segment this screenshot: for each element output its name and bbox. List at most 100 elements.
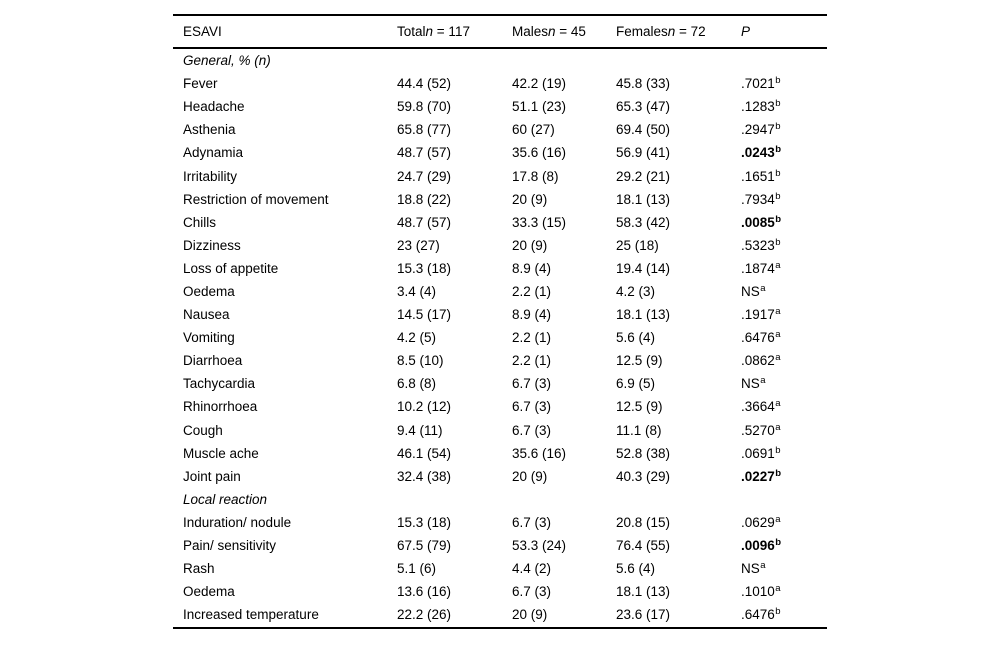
females-value: 76.4 (55) [616, 538, 671, 554]
males-value: 20 (9) [512, 191, 548, 207]
table-body: General, % (n) Fever 44.4 (52) 42.2 (19) 45.… [173, 49, 827, 627]
p-value-number: .5270 [741, 422, 775, 438]
p-value: .1010a [741, 584, 827, 599]
females-value: 18.1 (13) [616, 191, 671, 207]
table-row: Pain/ sensitivity 67.5 (79) 53.3 (24) 76.4 … [173, 534, 827, 557]
males-value: 20 (9) [512, 237, 548, 253]
p-value-number: .1651 [741, 168, 775, 184]
row-label: Cough [183, 422, 223, 438]
p-value-superscript: a [775, 398, 781, 410]
p-value-superscript: b [775, 467, 782, 479]
total-value: 23 (27) [397, 237, 440, 253]
row-label: Fever [183, 76, 218, 92]
females-value: 6.9 (5) [616, 376, 656, 392]
p-value: .1651b [741, 168, 827, 184]
row-label: Induration/ nodule [183, 514, 292, 530]
col-header-males: Malesn = 45 [512, 24, 616, 39]
p-value-superscript: a [760, 282, 766, 294]
p-value-superscript: b [775, 144, 782, 156]
p-value: .5270a [741, 422, 827, 438]
col-header-total-n: n [425, 24, 434, 39]
row-label: Vomiting [183, 330, 235, 346]
p-value-number: .1917 [741, 307, 775, 323]
p-value: NSa [741, 561, 827, 576]
females-value: 18.1 (13) [616, 307, 671, 323]
p-value-superscript: a [775, 306, 781, 318]
total-value: 65.8 (77) [397, 122, 452, 138]
table-row: Loss of appetite 15.3 (18) 8.9 (4) 19.4 (14… [173, 257, 827, 280]
col-header-p: P [741, 24, 827, 39]
table-row: Oedema 3.4 (4) 2.2 (1) 4.2 (3) NSa [173, 280, 827, 303]
p-value-superscript: b [775, 190, 781, 202]
table-row: Joint pain 32.4 (38) 20 (9) 40.3 (29) .0227b [173, 465, 827, 488]
males-value: 51.1 (23) [512, 99, 567, 115]
p-value: .7021b [741, 76, 827, 91]
females-value: 23.6 (17) [616, 607, 671, 623]
p-value-superscript: b [775, 236, 781, 248]
total-value: 32.4 (38) [397, 468, 452, 484]
p-value: .7934b [741, 190, 827, 206]
total-value: 13.6 (16) [397, 584, 452, 600]
table-row: Headache 59.8 (70) 51.1 (23) 65.3 (47) .1283… [173, 95, 827, 118]
table-header-row: ESAVI Totaln = 117 Malesn = 45 Femalesn … [173, 16, 827, 49]
table-row: Nausea 14.5 (17) 8.9 (4) 18.1 (13) .1917a [173, 303, 827, 326]
females-value: 45.8 (33) [616, 76, 671, 92]
females-value: 5.6 (4) [616, 330, 656, 346]
males-value: 60 (27) [512, 122, 555, 138]
p-value: .0243b [741, 145, 827, 160]
col-header-esavi-label: ESAVI [183, 24, 222, 39]
males-value: 2.2 (1) [512, 330, 552, 346]
total-value: 6.8 (8) [397, 376, 437, 392]
p-value-superscript: b [775, 537, 782, 549]
esavi-table: ESAVI Totaln = 117 Malesn = 45 Femalesn … [173, 14, 827, 630]
p-value-superscript: b [775, 98, 781, 110]
females-value: 69.4 (50) [616, 122, 671, 138]
males-value: 53.3 (24) [512, 538, 567, 554]
total-value: 67.5 (79) [397, 538, 452, 554]
row-label: Increased temperature [183, 607, 319, 623]
total-value: 24.7 (29) [397, 168, 452, 184]
p-value-superscript: a [760, 375, 766, 387]
total-value: 8.5 (10) [397, 353, 444, 369]
row-label: Oedema [183, 584, 235, 600]
p-value: .2947b [741, 122, 827, 137]
table-row: Dizziness 23 (27) 20 (9) 25 (18) .5323b [173, 234, 827, 257]
table-row: Chills 48.7 (57) 33.3 (15) 58.3 (42) .0085b [173, 211, 827, 234]
section-label: General, % (n) [183, 53, 271, 69]
total-value: 18.8 (22) [397, 191, 452, 207]
row-label: Chills [183, 214, 217, 230]
males-value: 17.8 (8) [512, 168, 559, 184]
total-value: 9.4 (11) [397, 422, 443, 438]
males-value: 8.9 (4) [512, 260, 552, 276]
col-header-females-n: n [667, 24, 676, 39]
females-value: 12.5 (9) [616, 353, 663, 369]
females-value: 65.3 (47) [616, 99, 671, 115]
p-value-superscript: a [775, 583, 781, 595]
total-value: 14.5 (17) [397, 307, 452, 323]
females-value: 52.8 (38) [616, 445, 671, 461]
p-value-superscript: b [775, 213, 782, 225]
p-value-superscript: a [775, 259, 781, 271]
p-value: .0691b [741, 445, 827, 460]
row-label: Headache [183, 99, 245, 115]
p-value-number: .0243 [741, 145, 775, 161]
p-value: .6476a [741, 330, 827, 345]
p-value-superscript: b [775, 75, 781, 87]
males-value: 6.7 (3) [512, 422, 552, 438]
males-value: 6.7 (3) [512, 376, 552, 392]
p-value-superscript: a [775, 329, 781, 341]
females-value: 56.9 (41) [616, 145, 671, 161]
p-value-number: .1283 [741, 99, 775, 115]
p-value-number: NS [741, 376, 760, 392]
row-label: Dizziness [183, 237, 241, 253]
section-label: Local reaction [183, 491, 268, 507]
table-row: Rash 5.1 (6) 4.4 (2) 5.6 (4) NSa [173, 557, 827, 580]
col-header-males-label: Males [512, 24, 549, 39]
row-label: Diarrhoea [183, 353, 243, 369]
p-value-number: .0085 [741, 214, 775, 230]
females-value: 4.2 (3) [616, 283, 656, 299]
col-header-females-label: Females [616, 24, 668, 39]
p-value: .1874a [741, 261, 827, 276]
p-value-number: .5323 [741, 237, 775, 253]
row-label: Irritability [183, 168, 238, 184]
